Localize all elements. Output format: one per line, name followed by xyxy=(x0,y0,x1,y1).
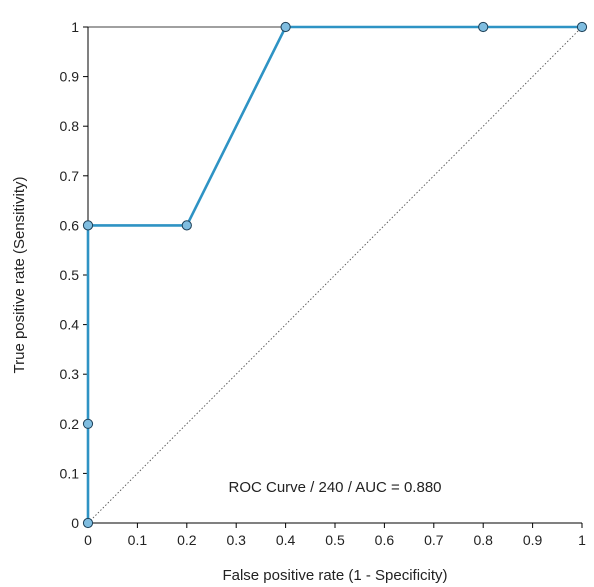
roc-data-point xyxy=(82,220,94,231)
x-tick-label: 0.6 xyxy=(375,532,395,548)
x-tick-label: 0.7 xyxy=(424,532,444,548)
y-tick-label: 1 xyxy=(71,19,79,35)
y-tick-label: 0.9 xyxy=(60,69,80,85)
y-tick-label: 0.1 xyxy=(60,465,80,481)
x-tick-label: 0.8 xyxy=(473,532,493,548)
x-tick-label: 0.9 xyxy=(523,532,543,548)
roc-data-point xyxy=(478,21,489,33)
y-tick-label: 0.3 xyxy=(60,366,80,382)
roc-data-point xyxy=(82,418,94,429)
x-tick-label: 0.1 xyxy=(128,532,148,548)
y-tick-label: 0 xyxy=(71,515,79,531)
ticks-group: 0 0.1 0.2 0.3 0.4 0.5 0.6 0.7 0.8 0.9 1 0 0.1 0.2 0.3 0… xyxy=(60,19,587,548)
x-tick-label: 0.5 xyxy=(325,532,345,548)
y-tick-label: 0.2 xyxy=(60,416,80,432)
y-tick-label: 0.7 xyxy=(60,168,80,184)
y-tick-label: 0.6 xyxy=(60,217,80,233)
y-tick-label: 0.5 xyxy=(60,267,80,283)
y-axis-label: True positive rate (Sensitivity) xyxy=(11,176,28,373)
series-group xyxy=(82,21,588,529)
x-axis-label: False positive rate (1 - Specificity) xyxy=(222,567,447,584)
x-tick-label: 0.2 xyxy=(177,532,197,548)
x-tick-label: 1 xyxy=(578,532,586,548)
auc-annotation: ROC Curve / 240 / AUC = 0.880 xyxy=(228,479,441,496)
y-tick-label: 0.4 xyxy=(60,317,80,333)
x-tick-label: 0.3 xyxy=(226,532,246,548)
roc-data-point xyxy=(181,220,192,231)
roc-data-point xyxy=(280,21,291,33)
reference-diagonal-line xyxy=(87,26,583,524)
y-tick-label: 0.8 xyxy=(60,118,80,134)
roc-data-point xyxy=(82,517,94,529)
reference-line-group xyxy=(87,26,583,524)
x-tick-label: 0.4 xyxy=(276,532,296,548)
x-tick-label: 0 xyxy=(84,532,92,548)
roc-data-point xyxy=(576,21,588,33)
